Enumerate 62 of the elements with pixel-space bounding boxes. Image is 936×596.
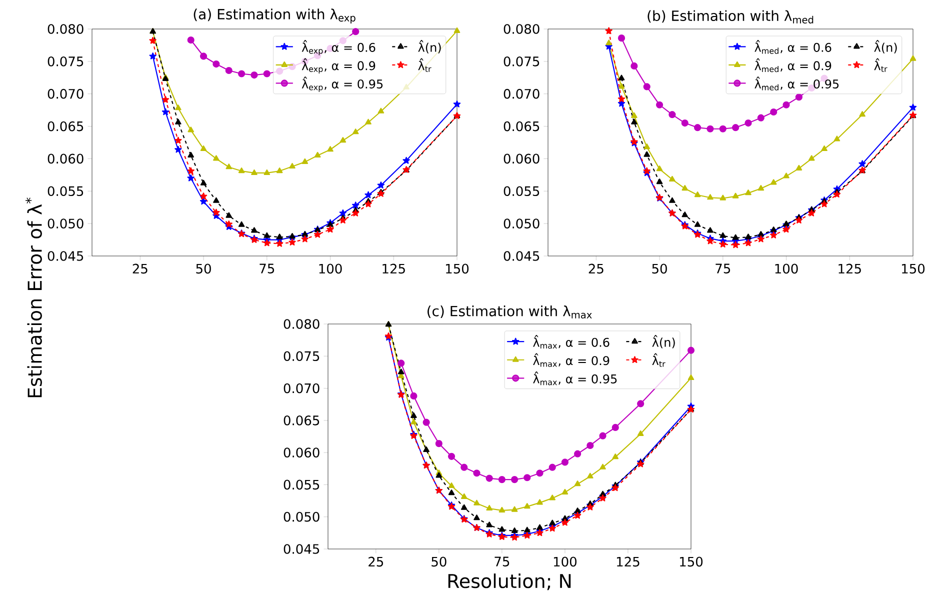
y-tick-label: 0.070 [504,88,540,99]
legend-label: λ̂(n) [874,40,897,54]
legend-label: λ̂$_{tr}$ [418,58,432,72]
legend-label: λ̂$_{exp}$, α = 0.9 [302,58,376,74]
y-tick-label: 0.055 [48,186,84,196]
y-tick-label: 0.075 [48,56,84,66]
y-tick-label: 0.075 [284,351,320,362]
x-tick-label: 25 [132,264,148,274]
y-axis-title: Estimation Error of λ$^{*}$ [26,198,42,398]
y-tick-label: 0.050 [48,218,84,228]
y-tick-label: 0.080 [504,24,540,34]
x-tick-label: 100 [554,556,576,567]
y-tick-label: 0.045 [504,251,540,261]
y-tick-label: 0.065 [504,121,540,132]
legend-label: λ̂(n) [418,40,441,54]
legend-label: λ̂$_{tr}$ [652,353,666,367]
legend-label: λ̂$_{max}$, α = 0.9 [533,353,610,367]
y-tick-label: 0.055 [504,186,540,196]
y-tick-label: 0.045 [48,251,84,261]
legend-label: λ̂$_{max}$, α = 0.95 [533,372,617,386]
x-tick-label: 150 [680,556,703,567]
legend-label: λ̂$_{exp}$, α = 0.95 [302,76,383,92]
y-tick-label: 0.070 [284,383,320,394]
x-tick-label: 50 [652,264,667,274]
y-tick-label: 0.080 [284,319,320,329]
x-tick-label: 25 [588,264,604,274]
x-tick-label: 75 [260,264,274,274]
x-tick-label: 25 [368,556,384,567]
x-axis-title: Resolution; N [448,573,571,590]
x-tick-label: 75 [716,264,730,274]
y-tick-label: 0.050 [284,512,320,522]
y-tick-label: 0.065 [48,121,84,132]
x-tick-label: 100 [319,264,342,274]
y-tick-label: 0.080 [48,24,84,34]
y-tick-label: 0.065 [284,416,320,426]
x-tick-label: 50 [196,264,211,274]
y-tick-label: 0.045 [284,544,320,554]
legend-label: λ̂$_{med}$, α = 0.6 [754,40,832,54]
y-tick-label: 0.055 [284,480,320,490]
x-tick-label: 50 [432,556,446,567]
y-tick-label: 0.050 [504,218,540,228]
legend-label: λ̂$_{max}$, α = 0.6 [533,334,610,349]
y-tick-label: 0.075 [504,56,540,66]
legend-label: λ̂(n) [652,334,675,348]
x-tick-label: 150 [446,264,469,274]
legend-label: λ̂$_{tr}$ [874,58,888,72]
x-tick-label: 75 [494,556,510,566]
y-tick-label: 0.060 [284,448,320,458]
legend-label: λ̂$_{med}$, α = 0.9 [754,58,832,72]
chart-title: (b) Estimation with λ$_{med}$ [648,10,814,24]
y-tick-label: 0.060 [48,154,84,164]
x-tick-label: 125 [382,264,405,274]
legend-label: λ̂$_{med}$, α = 0.95 [754,76,839,90]
x-tick-label: 125 [838,264,861,274]
chart-title: (c) Estimation with λ$_{max}$ [428,306,592,318]
legend-label: λ̂$_{exp}$, α = 0.6 [302,40,376,56]
y-tick-label: 0.070 [48,88,84,99]
x-tick-label: 125 [617,556,640,567]
chart-title: (a) Estimation with λ$_{exp}$ [194,8,356,24]
y-tick-label: 0.060 [504,154,540,164]
x-tick-label: 150 [902,264,925,274]
x-tick-label: 100 [775,264,798,274]
